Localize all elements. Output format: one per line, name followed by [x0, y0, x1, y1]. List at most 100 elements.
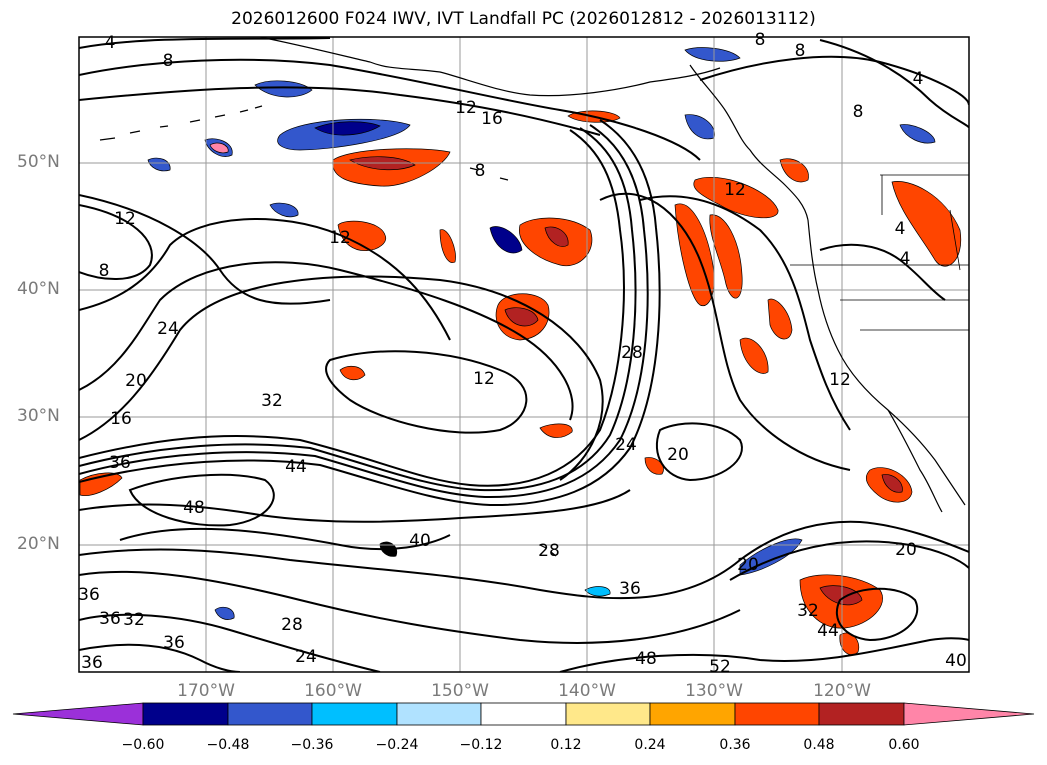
contour-label: 8: [755, 30, 766, 50]
lon-label-170w: 170°W: [177, 681, 235, 701]
contour-line: [599, 192, 851, 471]
contour-line: [819, 39, 969, 129]
colorbar-segment: [396, 702, 482, 726]
colorbar-tick-label: 0.12: [550, 737, 582, 753]
contour-line: [729, 540, 969, 581]
contour-line: [79, 129, 625, 487]
positive-blob: [439, 229, 456, 264]
contour-line: [79, 37, 331, 49]
lon-label-140w: 140°W: [558, 681, 616, 701]
lat-label-50n: 50°N: [17, 152, 60, 172]
positive-blob: [339, 365, 366, 381]
coastline-canada: [689, 64, 809, 221]
contour-label: 8: [795, 41, 806, 61]
iwv-contours: [79, 37, 969, 672]
contour-line: [655, 422, 743, 482]
negative-blob: [147, 157, 171, 172]
contour-line: [79, 570, 741, 644]
contour-label: 24: [157, 319, 179, 339]
lat-label-40n: 40°N: [17, 279, 60, 299]
negative-blob: [214, 606, 235, 620]
contour-label: 24: [615, 435, 637, 455]
contour-label: 12: [455, 98, 477, 118]
lat-label-20n: 20°N: [17, 534, 60, 554]
contour-line: [79, 217, 451, 341]
contour-line: [79, 86, 601, 136]
colorbar-extend-min: [12, 702, 144, 726]
colorbar-tick-label: −0.60: [121, 737, 165, 753]
negative-blob: [684, 47, 741, 62]
negative-blob: [489, 226, 523, 254]
colorbar-tick-label: 0.60: [888, 737, 920, 753]
contour-line: [639, 195, 851, 431]
positive-blob: [709, 214, 743, 299]
positive-anomaly-shading: [79, 110, 962, 656]
contour-label: 52: [709, 657, 731, 677]
contour-label: 36: [109, 453, 131, 473]
contour-label: 36: [78, 585, 100, 605]
contour-label: 20: [667, 445, 689, 465]
negative-blob: [254, 80, 313, 98]
contour-label: 28: [621, 343, 643, 363]
lon-label-160w: 160°W: [304, 681, 362, 701]
contour-label: 36: [99, 609, 121, 629]
colorbar-segment: [734, 702, 820, 726]
contour-label: 36: [619, 579, 641, 599]
negative-blob: [584, 586, 611, 597]
lon-label-150w: 150°W: [431, 681, 489, 701]
colorbar-tick-label: −0.36: [290, 737, 334, 753]
contour-label: 8: [163, 51, 174, 71]
contour-line: [79, 643, 241, 672]
colorbar-tick-label: 0.36: [719, 737, 751, 753]
colorbar: [12, 702, 1035, 726]
contour-line: [79, 58, 701, 161]
contour-line: [559, 637, 969, 672]
contour-label: 16: [110, 409, 132, 429]
contour-label: 36: [81, 653, 103, 673]
contour-line: [119, 527, 451, 551]
plot-background: [79, 37, 969, 672]
positive-blob: [693, 176, 779, 219]
negative-anomaly-shading: [147, 47, 936, 620]
state-borders: [790, 174, 969, 331]
contour-line: [128, 473, 275, 527]
contour-label: 8: [853, 102, 864, 122]
positive-blob-dark: [819, 585, 863, 606]
contour-label: 8: [99, 261, 110, 281]
contour-label: 12: [829, 370, 851, 390]
contour-label: 24: [295, 647, 317, 667]
negative-blob: [269, 202, 299, 218]
positive-blob-dark: [504, 307, 539, 327]
colorbar-tick-label: −0.24: [375, 737, 419, 753]
positive-blob: [739, 337, 769, 374]
contour-line: [79, 124, 649, 499]
coastline-hawaii: [539, 544, 557, 557]
contour-line: [79, 520, 969, 600]
contour-label: 20: [125, 371, 147, 391]
contour-label: 40: [945, 651, 967, 671]
positive-blob: [644, 457, 664, 475]
colorbar-tick-label: −0.12: [459, 737, 503, 753]
colorbar-tick-label: 0.24: [634, 737, 666, 753]
contour-label: 12: [114, 209, 136, 229]
contour-label: 28: [281, 615, 303, 635]
contour-label: 48: [635, 649, 657, 669]
colorbar-segment: [227, 702, 313, 726]
coastline-alaska: [259, 37, 721, 97]
positive-blob: [539, 423, 573, 438]
colorbar-segment: [142, 702, 229, 726]
positive-blob: [767, 298, 793, 340]
contour-label: 44: [285, 457, 307, 477]
positive-blob-dark: [881, 474, 903, 493]
contour-label: 4: [105, 33, 116, 53]
contour-label: 8: [475, 161, 486, 181]
positive-blob: [779, 158, 809, 183]
contour-line: [819, 243, 946, 301]
positive-blob: [891, 181, 962, 267]
contour-label: 12: [329, 228, 351, 248]
contour-label: 36: [163, 633, 185, 653]
contour-line: [79, 261, 574, 421]
contour-label: 4: [900, 249, 911, 269]
contour-label: 20: [737, 555, 759, 575]
